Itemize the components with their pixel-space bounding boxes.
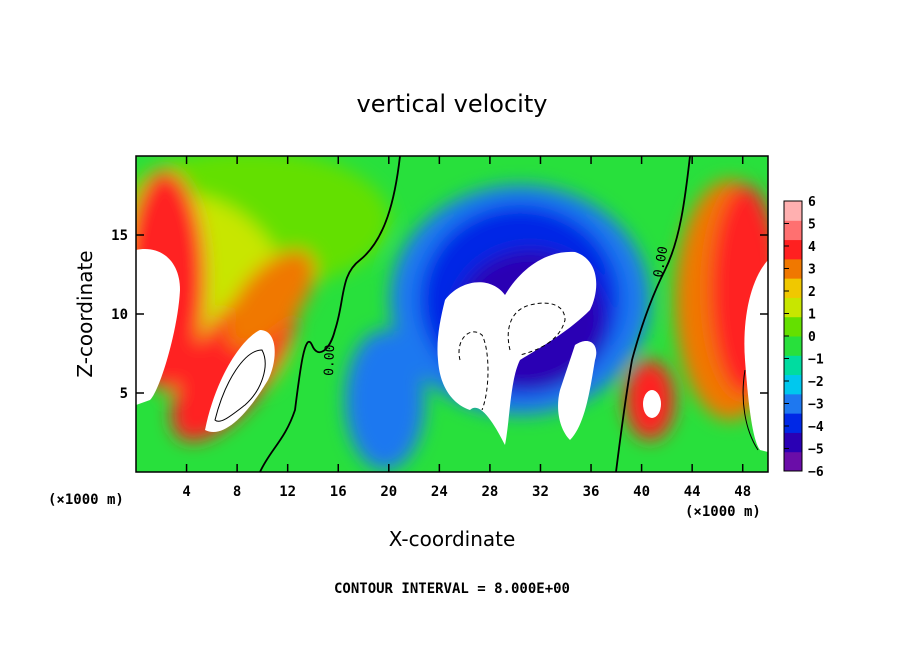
downdraft-core — [437, 251, 597, 445]
zero-contour — [259, 156, 401, 472]
field-blob — [345, 330, 425, 470]
colorbar-tick-label: −4 — [808, 420, 824, 435]
zero-contour — [615, 156, 691, 472]
contour-label: 0.00 — [651, 245, 671, 278]
colorbar-swatch — [784, 316, 802, 337]
colorbar-ticks: 6 5 4 3 2 1 0 −1 −2 −3 −4 −5 −6 — [784, 195, 824, 480]
colorbar-swatch — [784, 336, 802, 356]
x-tick-label: 28 — [481, 484, 498, 500]
y-tick-label: 5 — [120, 386, 128, 402]
colorbar-tick-label: 4 — [808, 240, 816, 255]
colorbar-tick-label: −1 — [808, 353, 824, 368]
updraft-core-right — [744, 260, 768, 452]
x-tick-label: 44 — [684, 484, 701, 500]
x-tick-label: 24 — [431, 484, 448, 500]
x-tick-label: 8 — [233, 484, 241, 500]
colorbar-swatch — [784, 393, 802, 414]
x-tick-label: 4 — [182, 484, 190, 500]
colorbar-swatch — [784, 220, 802, 241]
contour-solid — [214, 349, 266, 422]
colorbar-tick-label: −3 — [808, 398, 824, 413]
updraft-core-left — [136, 249, 180, 405]
updraft-core-center-left — [205, 330, 275, 432]
x-unit-left: (×1000 m) — [48, 492, 124, 508]
contour-dashed — [458, 331, 489, 411]
x-tick-label: 32 — [532, 484, 549, 500]
contour-solid — [742, 369, 759, 451]
colorbar-swatch — [784, 374, 802, 395]
colorbar-swatches — [784, 201, 802, 472]
x-axis-label: X-coordinate — [389, 527, 516, 551]
colorbar-tick-label: 1 — [808, 308, 816, 323]
x-tick-label: 48 — [734, 484, 751, 500]
contour-interval-note: CONTOUR INTERVAL = 8.000E+00 — [334, 581, 570, 597]
x-tick-label: 16 — [330, 484, 347, 500]
colorbar-swatch — [784, 432, 802, 453]
y-axis-ticks: 5 10 15 — [111, 228, 768, 402]
x-tick-label: 40 — [633, 484, 650, 500]
colorbar-tick-label: 5 — [808, 218, 816, 233]
contour-dashed — [507, 302, 566, 356]
field-blob — [710, 185, 768, 395]
colorbar-tick-label: −6 — [808, 465, 824, 480]
colorbar-swatch — [784, 413, 802, 433]
colorbar-tick-label: −5 — [808, 443, 824, 458]
y-tick-label: 10 — [111, 307, 128, 323]
updraft-core-small — [643, 390, 661, 418]
colorbar-tick-label: 0 — [808, 330, 816, 345]
x-tick-label: 12 — [279, 484, 296, 500]
x-tick-label: 20 — [380, 484, 397, 500]
colorbar-tick-label: 2 — [808, 285, 816, 300]
colorbar-swatch — [784, 239, 802, 260]
colorbar-swatch — [784, 297, 802, 318]
downdraft-core-lower — [558, 340, 597, 440]
colorbar-swatch — [784, 258, 802, 279]
colorbar-swatch — [784, 278, 802, 298]
x-axis-ticks: 4 8 12 16 20 24 28 32 36 40 44 48 — [182, 156, 751, 500]
y-axis-label: Z-coordinate — [73, 250, 97, 377]
colorbar-tick-label: 3 — [808, 263, 816, 278]
x-tick-label: 36 — [583, 484, 600, 500]
chart-title: vertical velocity — [357, 90, 548, 118]
colorbar-swatch — [784, 201, 802, 221]
field-blob — [225, 250, 315, 350]
x-unit-right: (×1000 m) — [685, 504, 761, 520]
colorbar: 6 5 4 3 2 1 0 −1 −2 −3 −4 −5 −6 — [783, 195, 824, 480]
plot-area — [136, 156, 768, 472]
colorbar-tick-label: 6 — [808, 195, 816, 210]
colorbar-swatch — [784, 451, 802, 472]
colorbar-swatch — [784, 355, 802, 376]
contour-label: 0.00 — [322, 344, 338, 376]
y-tick-label: 15 — [111, 228, 128, 244]
colorbar-tick-label: −2 — [808, 375, 824, 390]
